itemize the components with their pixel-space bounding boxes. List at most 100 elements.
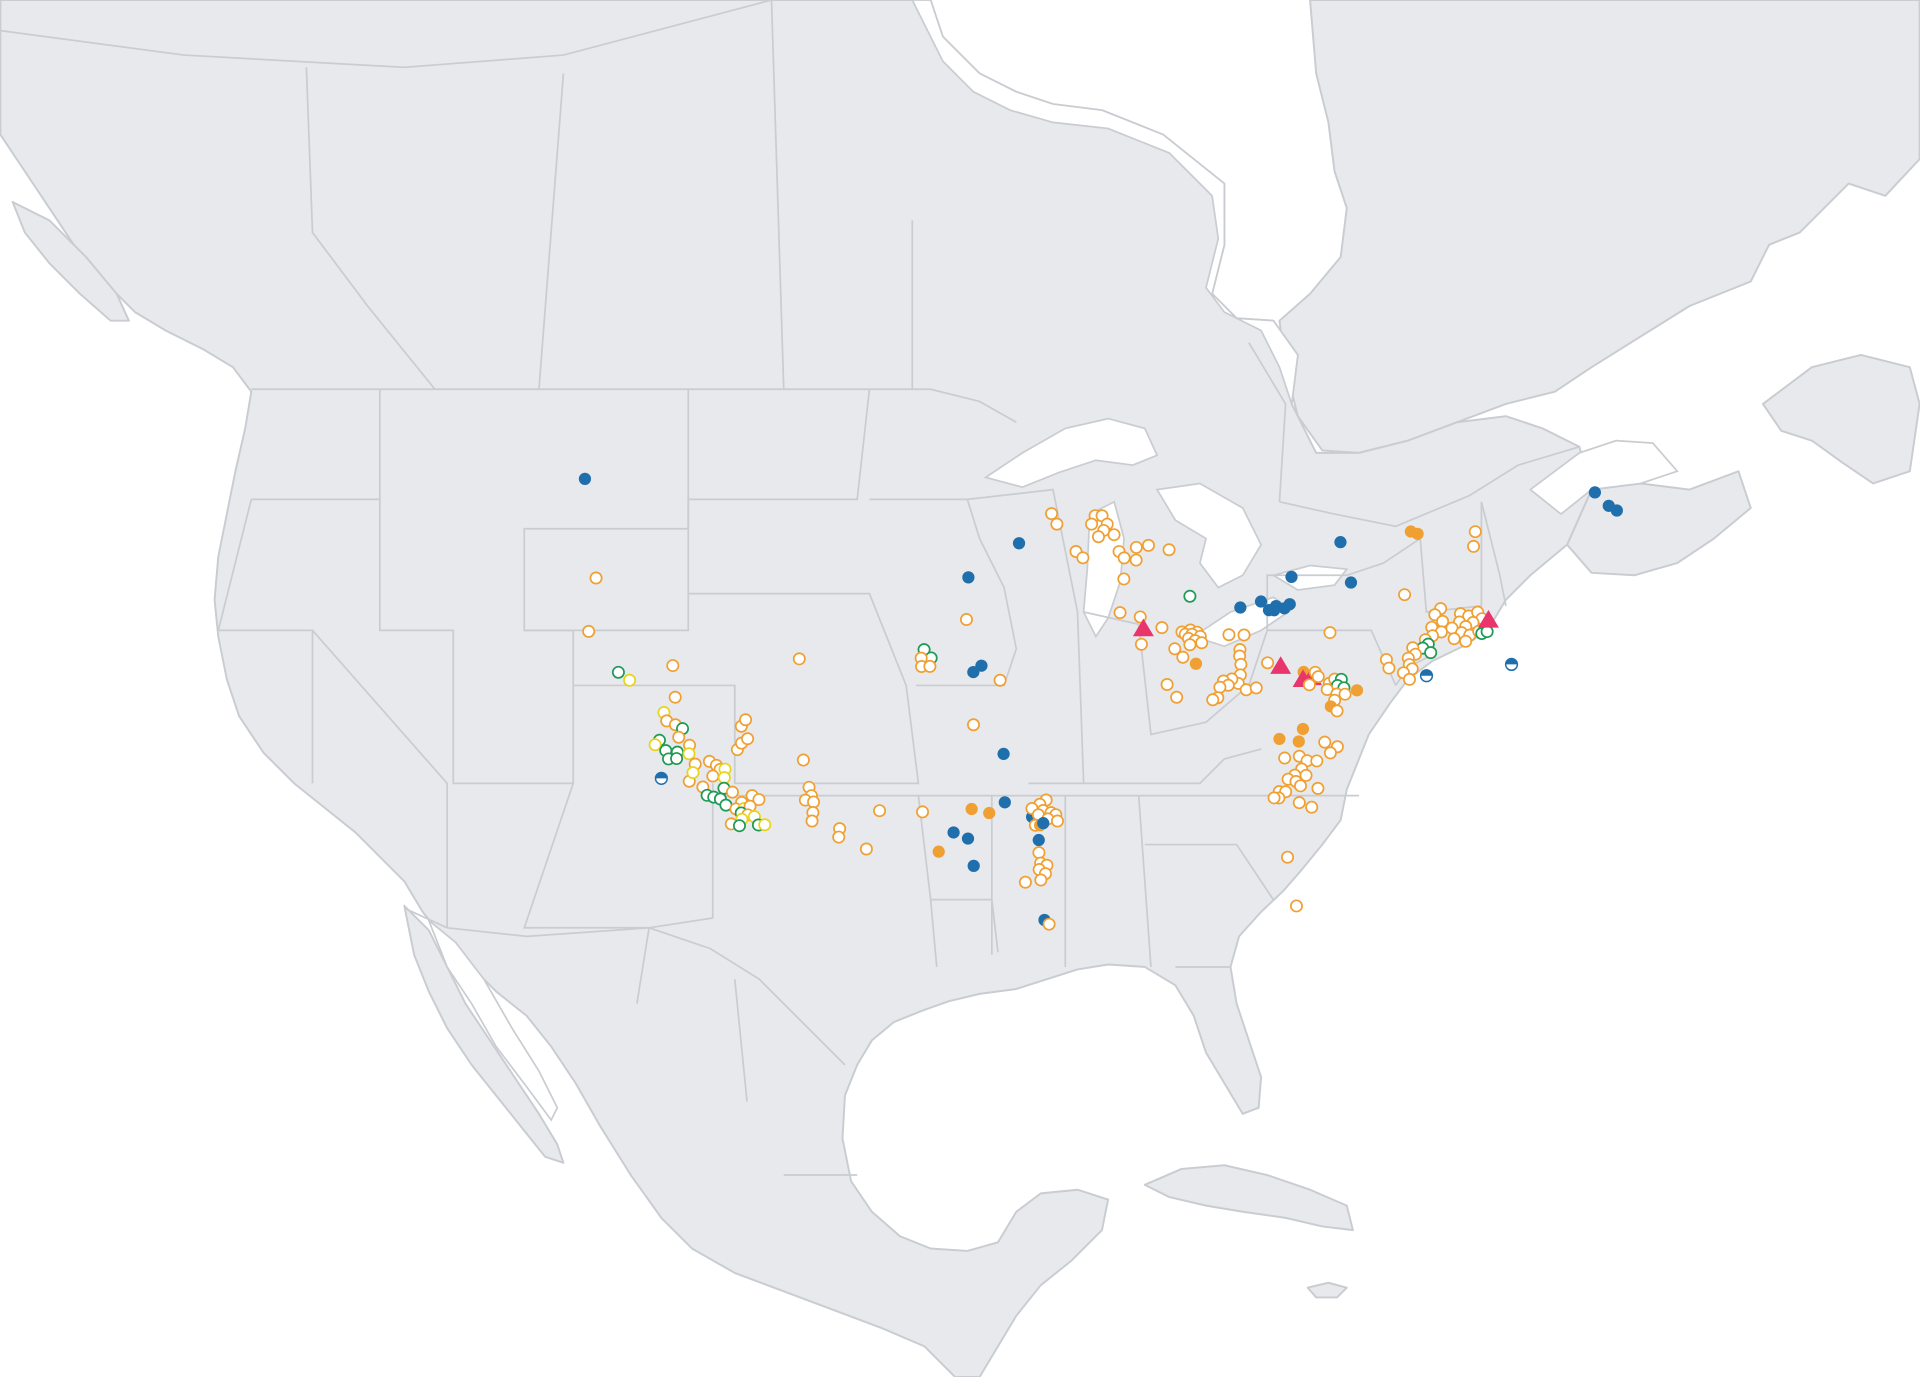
map-marker-orange-ring[interactable] (1117, 572, 1131, 586)
map-marker-yellow-ring[interactable] (623, 673, 637, 687)
map-marker-orange-ring[interactable] (1468, 525, 1482, 539)
map-marker-orange-ring[interactable] (993, 673, 1007, 687)
map-marker-orange-ring[interactable] (1323, 746, 1337, 760)
map-marker-blue-half[interactable] (1419, 669, 1434, 683)
map-marker-orange-ring[interactable] (967, 718, 980, 732)
map-marker-blue-filled[interactable] (1032, 833, 1045, 847)
map-marker-blue-filled[interactable] (1278, 602, 1291, 615)
map-marker-green-ring[interactable] (670, 752, 684, 766)
map-marker-blue-half[interactable] (1504, 657, 1519, 672)
map-marker-orange-ring[interactable] (916, 805, 930, 819)
map-marker-orange-ring[interactable] (1278, 751, 1292, 765)
map-marker-pink-tri[interactable] (1477, 610, 1499, 628)
map-marker-blue-filled[interactable] (1267, 604, 1281, 617)
map-marker-blue-filled[interactable] (1334, 536, 1347, 549)
map-marker-pink-tri[interactable] (1270, 656, 1292, 674)
map-marker-yellow-ring[interactable] (758, 818, 772, 832)
map-marker-orange-ring[interactable] (1160, 678, 1174, 692)
map-marker-blue-filled[interactable] (1285, 570, 1298, 583)
map-marker-blue-filled[interactable] (1234, 601, 1247, 614)
map-marker-orange-ring[interactable] (832, 830, 846, 844)
map-marker-orange-ring[interactable] (792, 652, 806, 666)
map-marker-orange-ring[interactable] (1117, 551, 1131, 565)
map-marker-orange-ring[interactable] (706, 769, 720, 783)
map-marker-orange-ring[interactable] (1034, 873, 1048, 887)
map-marker-orange-ring[interactable] (1170, 690, 1184, 704)
map-marker-orange-ring[interactable] (1382, 661, 1396, 675)
map-marker-orange-ring[interactable] (1290, 899, 1303, 913)
map-marker-orange-ring[interactable] (1310, 754, 1324, 768)
map-marker-orange-ring[interactable] (1155, 621, 1169, 635)
map-marker-orange-ring[interactable] (1042, 917, 1056, 931)
map-marker-orange-ring[interactable] (1234, 657, 1248, 671)
map-marker-orange-filled[interactable] (1411, 527, 1424, 540)
map-marker-orange-filled[interactable] (1189, 657, 1203, 670)
map-marker-orange-ring[interactable] (1311, 670, 1325, 684)
map-marker-orange-ring[interactable] (1050, 814, 1064, 828)
map-marker-orange-ring[interactable] (1134, 637, 1148, 651)
map-marker-green-ring[interactable] (611, 665, 625, 679)
map-marker-orange-ring[interactable] (1459, 634, 1473, 648)
map-marker-yellow-ring[interactable] (682, 747, 696, 761)
map-marker-orange-ring[interactable] (672, 730, 686, 744)
map-marker-blue-filled[interactable] (967, 859, 980, 872)
map-marker-orange-ring[interactable] (1107, 528, 1121, 542)
map-marker-orange-ring[interactable] (873, 804, 887, 818)
map-marker-blue-filled[interactable] (967, 665, 980, 679)
map-marker-blue-filled[interactable] (962, 571, 975, 584)
map-marker-blue-filled[interactable] (578, 472, 592, 485)
map-marker-orange-ring[interactable] (589, 571, 603, 585)
map-marker-green-ring[interactable] (1424, 646, 1438, 660)
map-marker-orange-ring[interactable] (725, 785, 739, 799)
map-marker-blue-filled[interactable] (947, 826, 960, 839)
map-marker-orange-ring[interactable] (1141, 538, 1155, 552)
map-marker-pink-tri[interactable] (1132, 618, 1154, 637)
map-marker-orange-ring[interactable] (1292, 796, 1306, 810)
map-marker-orange-ring[interactable] (1168, 642, 1182, 656)
map-marker-orange-ring[interactable] (1323, 626, 1337, 640)
map-marker-orange-ring[interactable] (1206, 693, 1220, 707)
map-marker-orange-ring[interactable] (805, 814, 819, 828)
map-marker-orange-ring[interactable] (1305, 800, 1319, 814)
map-marker-orange-ring[interactable] (1237, 628, 1251, 642)
map-marker-green-ring[interactable] (732, 819, 746, 833)
map-marker-orange-ring[interactable] (1050, 517, 1064, 531)
map-marker-orange-ring[interactable] (1402, 672, 1416, 686)
map-marker-orange-filled[interactable] (983, 806, 996, 820)
map-marker-orange-filled[interactable] (1296, 722, 1310, 736)
map-marker-yellow-ring[interactable] (686, 766, 700, 780)
map-marker-orange-ring[interactable] (1113, 606, 1127, 620)
map-marker-yellow-ring[interactable] (717, 771, 731, 785)
map-marker-orange-ring[interactable] (1018, 875, 1032, 889)
map-marker-orange-ring[interactable] (796, 753, 810, 767)
map-marker-blue-filled[interactable] (1012, 537, 1026, 550)
map-marker-orange-ring[interactable] (668, 690, 682, 704)
map-marker-orange-ring[interactable] (1176, 650, 1190, 664)
map-marker-green-ring[interactable] (1183, 589, 1197, 603)
map-marker-orange-ring[interactable] (923, 659, 937, 673)
map-marker-orange-filled[interactable] (1273, 732, 1286, 746)
map-marker-blue-filled[interactable] (998, 796, 1011, 809)
map-marker-yellow-ring[interactable] (648, 738, 662, 752)
map-marker-blue-filled[interactable] (1037, 817, 1050, 830)
map-marker-orange-ring[interactable] (1222, 628, 1236, 642)
map-marker-orange-ring[interactable] (752, 793, 766, 807)
map-marker-orange-ring[interactable] (1293, 779, 1307, 793)
map-marker-orange-ring[interactable] (1318, 735, 1332, 749)
map-marker-blue-filled[interactable] (997, 747, 1010, 761)
map-marker-orange-ring[interactable] (1045, 507, 1059, 521)
map-marker-orange-filled[interactable] (965, 802, 978, 816)
map-marker-orange-ring[interactable] (1261, 656, 1275, 670)
map-marker-orange-ring[interactable] (1330, 704, 1344, 718)
map-marker-blue-filled[interactable] (1344, 576, 1358, 589)
map-marker-orange-ring[interactable] (1338, 687, 1352, 701)
map-marker-blue-filled[interactable] (1588, 486, 1602, 499)
map-marker-orange-ring[interactable] (739, 713, 753, 727)
map-marker-orange-filled[interactable] (932, 845, 945, 858)
map-marker-blue-filled[interactable] (1610, 504, 1623, 517)
map-marker-orange-ring[interactable] (1467, 539, 1481, 553)
map-marker-orange-ring[interactable] (1302, 678, 1316, 692)
map-marker-orange-ring[interactable] (1213, 680, 1227, 694)
